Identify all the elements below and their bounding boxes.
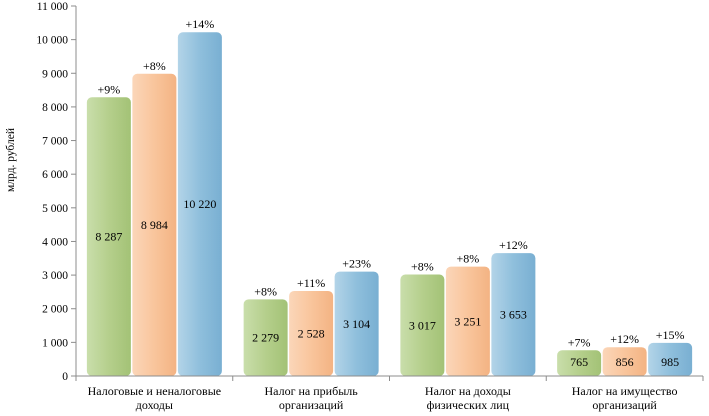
bar-growth-label: +12% [610,332,639,346]
bar-growth-label: +9% [97,82,120,96]
x-axis: Налоговые и неналоговые доходы Налог на пр… [75,375,704,412]
bar [445,266,490,376]
bar-value-label: 3 251 [454,314,481,328]
y-tick-label: 0 [62,371,68,383]
y-tick-label: 3 000 [42,270,68,282]
bars: 8 287 +9% 2 279 +8% 3 017 +8% 765 +7% 8 984 +8% 2 … [86,17,693,377]
bar-growth-label: +23% [342,257,371,271]
y-tick-label: 10 000 [36,35,68,47]
bar [289,290,334,376]
bar-value-label: 2 279 [252,331,279,345]
bar [132,73,177,376]
bar-growth-label: +8% [411,260,434,274]
bar [86,97,131,376]
bar [602,347,647,376]
bar [334,271,379,376]
bar-value-label: 765 [570,355,588,369]
x-category-label: Налог на прибыль организаций [265,384,359,412]
bar [491,253,536,376]
bar-value-label: 2 528 [298,326,325,340]
y-tick-label: 5 000 [42,203,68,215]
bar-growth-label: +14% [185,17,214,31]
bar-growth-label: +12% [499,238,528,252]
bar-value-label: 3 104 [343,317,370,331]
y-tick-label: 7 000 [42,136,68,148]
y-tick-label: 6 000 [42,169,68,181]
x-category-label: Налог на имущество организаций [572,384,678,412]
bar-growth-label: +8% [254,284,277,298]
y-tick-label: 8 000 [42,102,68,114]
x-category-label: Налоговые и неналоговые доходы [88,384,221,412]
bar-value-label: 3 017 [409,318,436,332]
bar-growth-label: +15% [656,328,685,342]
bar [177,32,222,377]
x-category-label: Налог на доходы физических лиц [425,384,511,412]
bar-growth-label: +11% [297,276,325,290]
bar-value-label: 3 653 [500,308,527,322]
bar-value-label: 8 984 [141,218,168,232]
bar-growth-label: +7% [568,335,591,349]
y-tick-label: 4 000 [42,236,68,248]
bar-value-label: 10 220 [183,197,216,211]
y-tick-label: 11 000 [37,1,68,13]
y-tick-label: 2 000 [42,304,68,316]
bar [243,299,288,376]
bar-value-label: 856 [616,355,634,369]
bar [557,350,602,376]
bar-value-label: 985 [661,355,679,369]
bar [400,274,445,376]
bar [648,342,693,376]
bar-value-label: 8 287 [95,230,122,244]
y-axis-label: млрд. рублей [5,128,17,192]
y-tick-label: 9 000 [42,68,68,80]
y-tick-label: 1 000 [42,337,68,349]
y-axis: 0 1 000 2 000 3 000 4 000 5 000 6 000 7 000 8 00… [36,1,77,383]
bar-growth-label: +8% [456,252,479,266]
bar-growth-label: +8% [143,59,166,73]
